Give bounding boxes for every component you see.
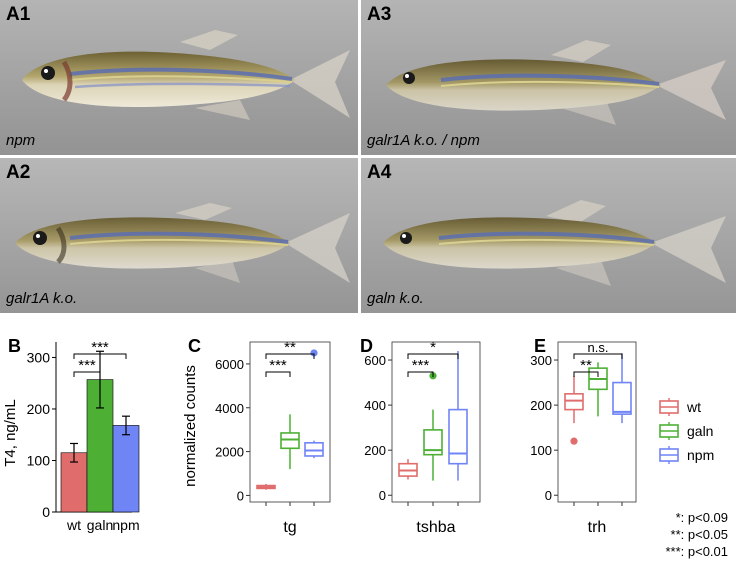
bar-npm	[112, 425, 140, 513]
fish-illustration	[0, 158, 358, 313]
x-axis-label: tg	[283, 519, 296, 536]
y-tick-label: 0	[379, 488, 386, 503]
significance-label: ***	[78, 357, 96, 374]
box-galn	[280, 432, 300, 450]
box-galn	[423, 429, 443, 456]
x-axis-label: tshba	[416, 519, 455, 536]
significance-bracket	[407, 353, 459, 359]
significance-label: n.s.	[588, 340, 609, 355]
significance-label: **	[284, 339, 296, 356]
x-tick-label: npm	[112, 517, 139, 533]
bar-wt	[60, 452, 88, 513]
y-tick-label: 200	[530, 398, 552, 413]
x-tick-label: wt	[66, 517, 81, 533]
outlier-wt	[570, 437, 578, 445]
significance-bracket	[265, 353, 315, 359]
legend-label: npm	[687, 447, 714, 463]
significance-bracket	[265, 371, 291, 377]
y-axis-label: normalized counts	[182, 365, 199, 487]
y-tick-label: 600	[364, 353, 386, 368]
y-tick-label: 0	[237, 488, 244, 503]
y-tick-label: 100	[27, 452, 51, 468]
panel-caption: galr1A k.o.	[6, 290, 78, 307]
y-tick-label: 300	[530, 353, 552, 368]
y-tick-label: 2000	[215, 445, 244, 460]
panel-label: E	[534, 336, 546, 356]
plot-frame	[557, 341, 637, 503]
panel-label: A4	[367, 162, 392, 183]
legend: wt galn npm	[659, 398, 714, 464]
significance-note-2: **: p<0.05	[670, 527, 728, 542]
panel-caption: npm	[6, 132, 36, 149]
significance-label: **	[580, 357, 592, 374]
panel-caption: galr1A k.o. / npm	[367, 132, 480, 149]
y-tick-label: 300	[27, 349, 51, 365]
y-axis-label: T4, ng/mL	[2, 399, 19, 467]
y-tick-label: 0	[545, 488, 552, 503]
significance-label: ***	[91, 339, 109, 356]
y-tick-label: 200	[27, 401, 51, 417]
legend-label: wt	[686, 399, 701, 415]
y-tick-label: 4000	[215, 401, 244, 416]
panel-a1-photo: A1 npm	[0, 0, 358, 155]
plot-frame	[391, 341, 481, 503]
outlier-npm	[310, 349, 318, 357]
significance-label: ***	[412, 357, 430, 374]
panel-a3-photo: A3 galr1A k.o. / npm	[361, 0, 736, 155]
significance-bracket	[573, 371, 599, 377]
significance-bracket	[573, 353, 623, 359]
x-tick-label: galn	[87, 517, 113, 533]
significance-bracket	[73, 353, 127, 359]
significance-bracket	[407, 371, 434, 377]
significance-label: *	[430, 339, 436, 356]
fish-illustration	[361, 158, 736, 313]
panel-caption: galn k.o.	[367, 290, 424, 307]
panel-label: A1	[6, 4, 31, 25]
box-npm	[448, 408, 468, 465]
panel-a2-photo: A2 galr1A k.o.	[0, 158, 358, 313]
y-tick-label: 400	[364, 398, 386, 413]
significance-note-1: *: p<0.09	[675, 510, 728, 525]
y-tick-label: 200	[364, 443, 386, 458]
panel-label: A3	[367, 4, 392, 25]
box-npm	[304, 442, 324, 457]
significance-bracket	[73, 371, 101, 377]
y-tick-label: 6000	[215, 357, 244, 372]
x-axis-label: trh	[588, 519, 607, 536]
fish-illustration	[361, 0, 736, 155]
legend-label: galn	[687, 423, 713, 439]
box-wt	[564, 393, 584, 411]
significance-label: ***	[269, 357, 287, 374]
panel-label: B	[8, 336, 21, 356]
significance-note-3: ***: p<0.01	[665, 544, 728, 559]
fish-illustration	[0, 0, 358, 155]
y-tick-label: 0	[42, 504, 50, 520]
panel-label: C	[188, 336, 201, 356]
panel-label: A2	[6, 162, 31, 183]
panel-label: D	[360, 336, 373, 356]
panel-a4-photo: A4 galn k.o.	[361, 158, 736, 313]
y-tick-label: 100	[530, 443, 552, 458]
box-npm	[612, 381, 632, 415]
